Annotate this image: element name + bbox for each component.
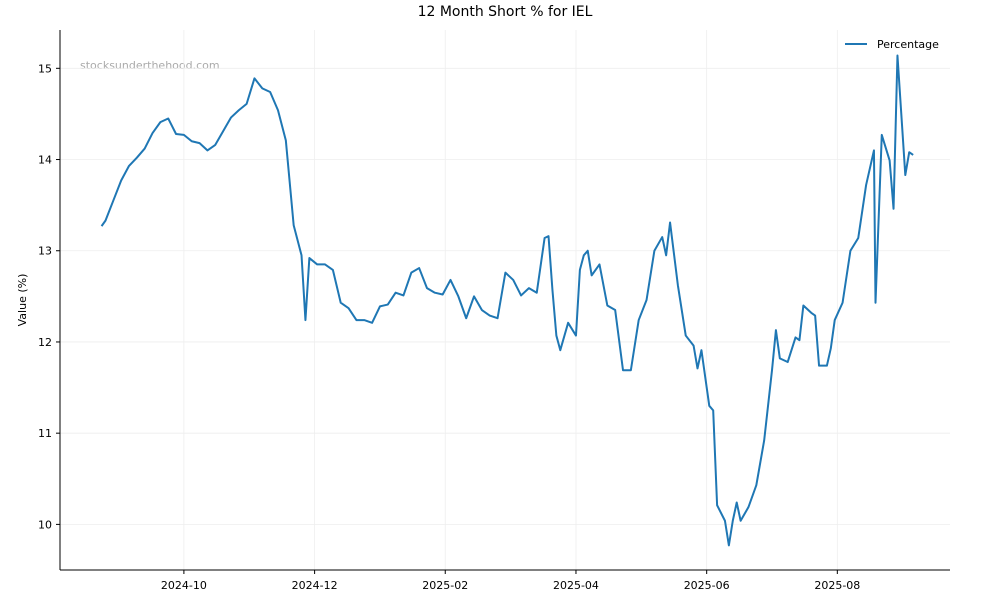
y-tick-label: 12: [38, 336, 52, 349]
y-tick-label: 11: [38, 427, 52, 440]
x-tick-label: 2024-12: [292, 579, 338, 592]
y-axis-label: Value (%): [16, 274, 29, 327]
x-tick-label: 2025-06: [684, 579, 730, 592]
grid: [60, 30, 950, 570]
plot-area: [100, 54, 914, 547]
x-tick-label: 2025-08: [814, 579, 860, 592]
legend-label: Percentage: [877, 38, 939, 51]
y-tick-label: 14: [38, 154, 52, 167]
x-tick-label: 2025-02: [422, 579, 468, 592]
y-tick-label: 13: [38, 245, 52, 258]
data-line: [100, 54, 914, 547]
watermark: stocksunderthehood.com: [80, 59, 220, 72]
chart-title: 12 Month Short % for IEL: [418, 4, 593, 20]
x-tick-label: 2025-04: [553, 579, 599, 592]
y-tick-label: 10: [38, 518, 52, 531]
y-tick-label: 15: [38, 62, 52, 75]
x-tick-label: 2024-10: [161, 579, 207, 592]
